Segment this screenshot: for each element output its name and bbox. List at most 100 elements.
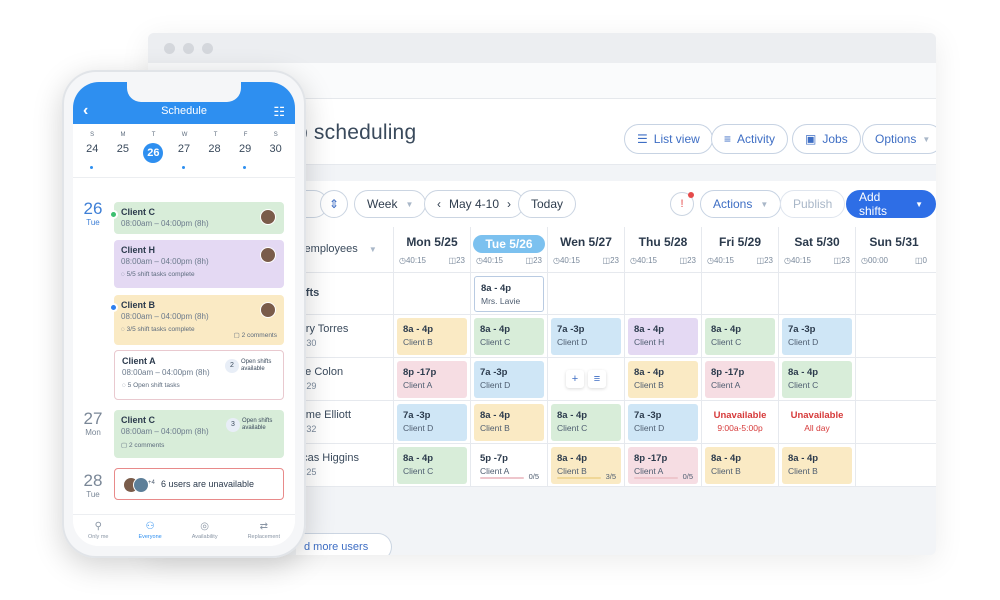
shift-cell[interactable]: 8a - 4p Client B 3/5 (547, 444, 624, 487)
phone-shift-card[interactable]: Client C 08:00am – 04:00pm (8h) ▢ 2 commen… (114, 410, 284, 458)
shift-cell[interactable]: 7a -3p Client D (393, 401, 470, 444)
open-shift-cell[interactable] (624, 273, 701, 315)
employee-name-cell[interactable]: arry Torres ◷ 30 (296, 323, 348, 349)
window-minimize-dot[interactable] (183, 42, 194, 54)
shift-cell[interactable]: Unavailable 9:00a-5:00p (701, 401, 778, 444)
day-column-header[interactable]: Thu 5/28 ◷40:15 ◫23 (624, 227, 701, 273)
week-day-number[interactable]: 26 (143, 143, 164, 163)
shift-cell[interactable]: 8a - 4p Client C (470, 315, 547, 358)
shift-chip[interactable]: 8a - 4p Client B (628, 361, 698, 398)
phone-shift-card[interactable]: Client H 08:00am – 04:00pm (8h) ◌ 5/5 shif… (114, 240, 284, 288)
phone-shift-card[interactable]: Client B 08:00am – 04:00pm (8h) ◌ 3/5 shif… (114, 295, 284, 345)
open-shift-cell[interactable] (393, 273, 470, 315)
open-shift-chip[interactable]: 8a - 4p Mrs. Lavie (474, 276, 544, 312)
shift-cell[interactable]: 8p -17p Client A (701, 358, 778, 401)
alert-icon[interactable]: ! (670, 192, 694, 216)
shift-cell[interactable]: Unavailable All day (778, 401, 855, 444)
shift-chip[interactable]: 8a - 4p Client C (551, 404, 621, 441)
shift-cell[interactable] (855, 401, 932, 444)
day-column-header[interactable]: Tue 5/26 ◷40:15 ◫23 (470, 227, 547, 273)
shift-chip[interactable]: 7a -3p Client D (551, 318, 621, 355)
shift-cell[interactable] (855, 358, 932, 401)
day-column-header[interactable]: Sat 5/30 ◷40:15 ◫23 (778, 227, 855, 273)
shift-chip[interactable]: 8a - 4p Client H (628, 318, 698, 355)
shift-chip[interactable]: 8a - 4p Client B 3/5 (551, 447, 621, 484)
shift-chip[interactable]: Unavailable 9:00a-5:00p (705, 404, 775, 441)
window-close-dot[interactable] (164, 42, 175, 54)
phone-tab-availability[interactable]: ◎ Availability (192, 521, 218, 540)
actions-button[interactable]: Actions ▼ (700, 190, 782, 218)
shift-cell[interactable]: 8a - 4p Client B (624, 358, 701, 401)
shift-cell[interactable] (855, 444, 932, 487)
options-list-icon[interactable]: ≡ (588, 370, 606, 388)
phone-tab-only-me[interactable]: ⚲ Only me (88, 521, 108, 540)
phone-shift-card[interactable]: Client C 08:00am – 04:00pm (8h) (114, 202, 284, 234)
shift-chip[interactable]: 8a - 4p Client B (474, 404, 544, 441)
shift-cell[interactable]: 7a -3p Client D (778, 315, 855, 358)
week-day-number[interactable]: 29 (235, 143, 255, 169)
shift-cell[interactable]: 8a - 4p Client C (701, 315, 778, 358)
sort-button[interactable]: ⇕ (320, 190, 348, 218)
open-shift-cell[interactable] (855, 273, 932, 315)
shift-cell[interactable]: 7a -3p Client D (547, 315, 624, 358)
jobs-button[interactable]: ▣ Jobs (792, 124, 861, 154)
open-shift-cell[interactable] (778, 273, 855, 315)
shift-chip[interactable]: 8a - 4p Client B (397, 318, 467, 355)
options-button[interactable]: Options ▼ (862, 124, 936, 154)
shift-chip[interactable]: Unavailable All day (782, 404, 852, 441)
activity-button[interactable]: ≡ Activity (711, 124, 789, 154)
day-column-header[interactable]: Mon 5/25 ◷40:15 ◫23 (393, 227, 470, 273)
week-day-number[interactable]: 24 (82, 143, 102, 169)
day-column-header[interactable]: Wen 5/27 ◷40:15 ◫23 (547, 227, 624, 273)
shift-chip[interactable]: 8a - 4p Client C (474, 318, 544, 355)
phone-tab-replacement[interactable]: ⇄ Replacement (248, 521, 280, 540)
week-day-number[interactable]: 30 (269, 143, 282, 155)
shift-chip[interactable]: 8p -17p Client A 0/5 (628, 447, 698, 484)
shift-cell[interactable]: 8p -17p Client A 0/5 (624, 444, 701, 487)
shift-chip[interactable]: 7a -3p Client D (474, 361, 544, 398)
shift-chip[interactable]: 8p -17p Client A (705, 361, 775, 398)
range-select[interactable]: Week ▼ (354, 190, 427, 218)
shift-cell[interactable]: 8a - 4p Client H (624, 315, 701, 358)
list-view-button[interactable]: ☰ List view (624, 124, 713, 154)
shift-cell[interactable]: 8a - 4p Client C (547, 401, 624, 444)
open-shift-cell[interactable] (701, 273, 778, 315)
menu-list-icon[interactable]: ☷ (273, 104, 285, 119)
shift-cell[interactable]: 5p -7p Client A 0/5 (470, 444, 547, 487)
phone-shift-card[interactable]: +4 6 users are unavailable (114, 468, 284, 500)
shift-chip[interactable]: 8p -17p Client A (397, 361, 467, 398)
today-button[interactable]: Today (518, 190, 577, 218)
shift-cell[interactable]: 7a -3p Client D (470, 358, 547, 401)
open-shift-cell[interactable] (547, 273, 624, 315)
shift-chip[interactable]: 8a - 4p Client B (782, 447, 852, 484)
shift-chip[interactable]: 5p -7p Client A 0/5 (474, 447, 544, 484)
shift-chip[interactable]: 8a - 4p Client C (397, 447, 467, 484)
day-column-header[interactable]: Fri 5/29 ◷40:15 ◫23 (701, 227, 778, 273)
employee-name-cell[interactable]: ucas Higgins ◷ 25 (296, 452, 359, 478)
week-day-number[interactable]: 27 (174, 143, 194, 169)
day-column-header[interactable]: Sun 5/31 ◷00:00 ◫0 (855, 227, 932, 273)
shift-chip[interactable]: 8a - 4p Client C (782, 361, 852, 398)
shift-chip[interactable]: 7a -3p Client D (397, 404, 467, 441)
shift-cell[interactable]: 8a - 4p Client B (470, 401, 547, 444)
open-shift-cell[interactable]: 8a - 4p Mrs. Lavie (470, 273, 547, 315)
phone-shift-card[interactable]: Client A 08:00am – 04:00pm (8h) ◌ 5 Open s… (114, 350, 284, 400)
shift-cell[interactable]: 8a - 4p Client C (778, 358, 855, 401)
shift-chip[interactable]: 8a - 4p Client C (705, 318, 775, 355)
employee-name-cell[interactable]: ate Colon ◷ 29 (296, 366, 343, 392)
shift-chip[interactable]: 7a -3p Client D (782, 318, 852, 355)
window-maximize-dot[interactable] (202, 42, 213, 54)
shift-cell[interactable]: 8a - 4p Client C (393, 444, 470, 487)
shift-cell[interactable]: 8a - 4p Client B (701, 444, 778, 487)
chevron-right-icon[interactable]: › (507, 197, 512, 211)
chevron-left-icon[interactable]: ‹ (437, 197, 441, 211)
shift-cell[interactable]: + ≡ (547, 358, 624, 401)
add-shift-icon[interactable]: + (566, 370, 584, 388)
add-more-users-button[interactable]: d more users (296, 533, 392, 555)
back-icon[interactable]: ‹ (83, 102, 89, 119)
shift-cell[interactable]: 8a - 4p Client B (393, 315, 470, 358)
shift-cell[interactable]: 8p -17p Client A (393, 358, 470, 401)
shift-chip[interactable]: 8a - 4p Client B (705, 447, 775, 484)
shift-cell[interactable]: 8a - 4p Client B (778, 444, 855, 487)
date-navigator[interactable]: ‹ May 4-10 › (424, 190, 525, 218)
